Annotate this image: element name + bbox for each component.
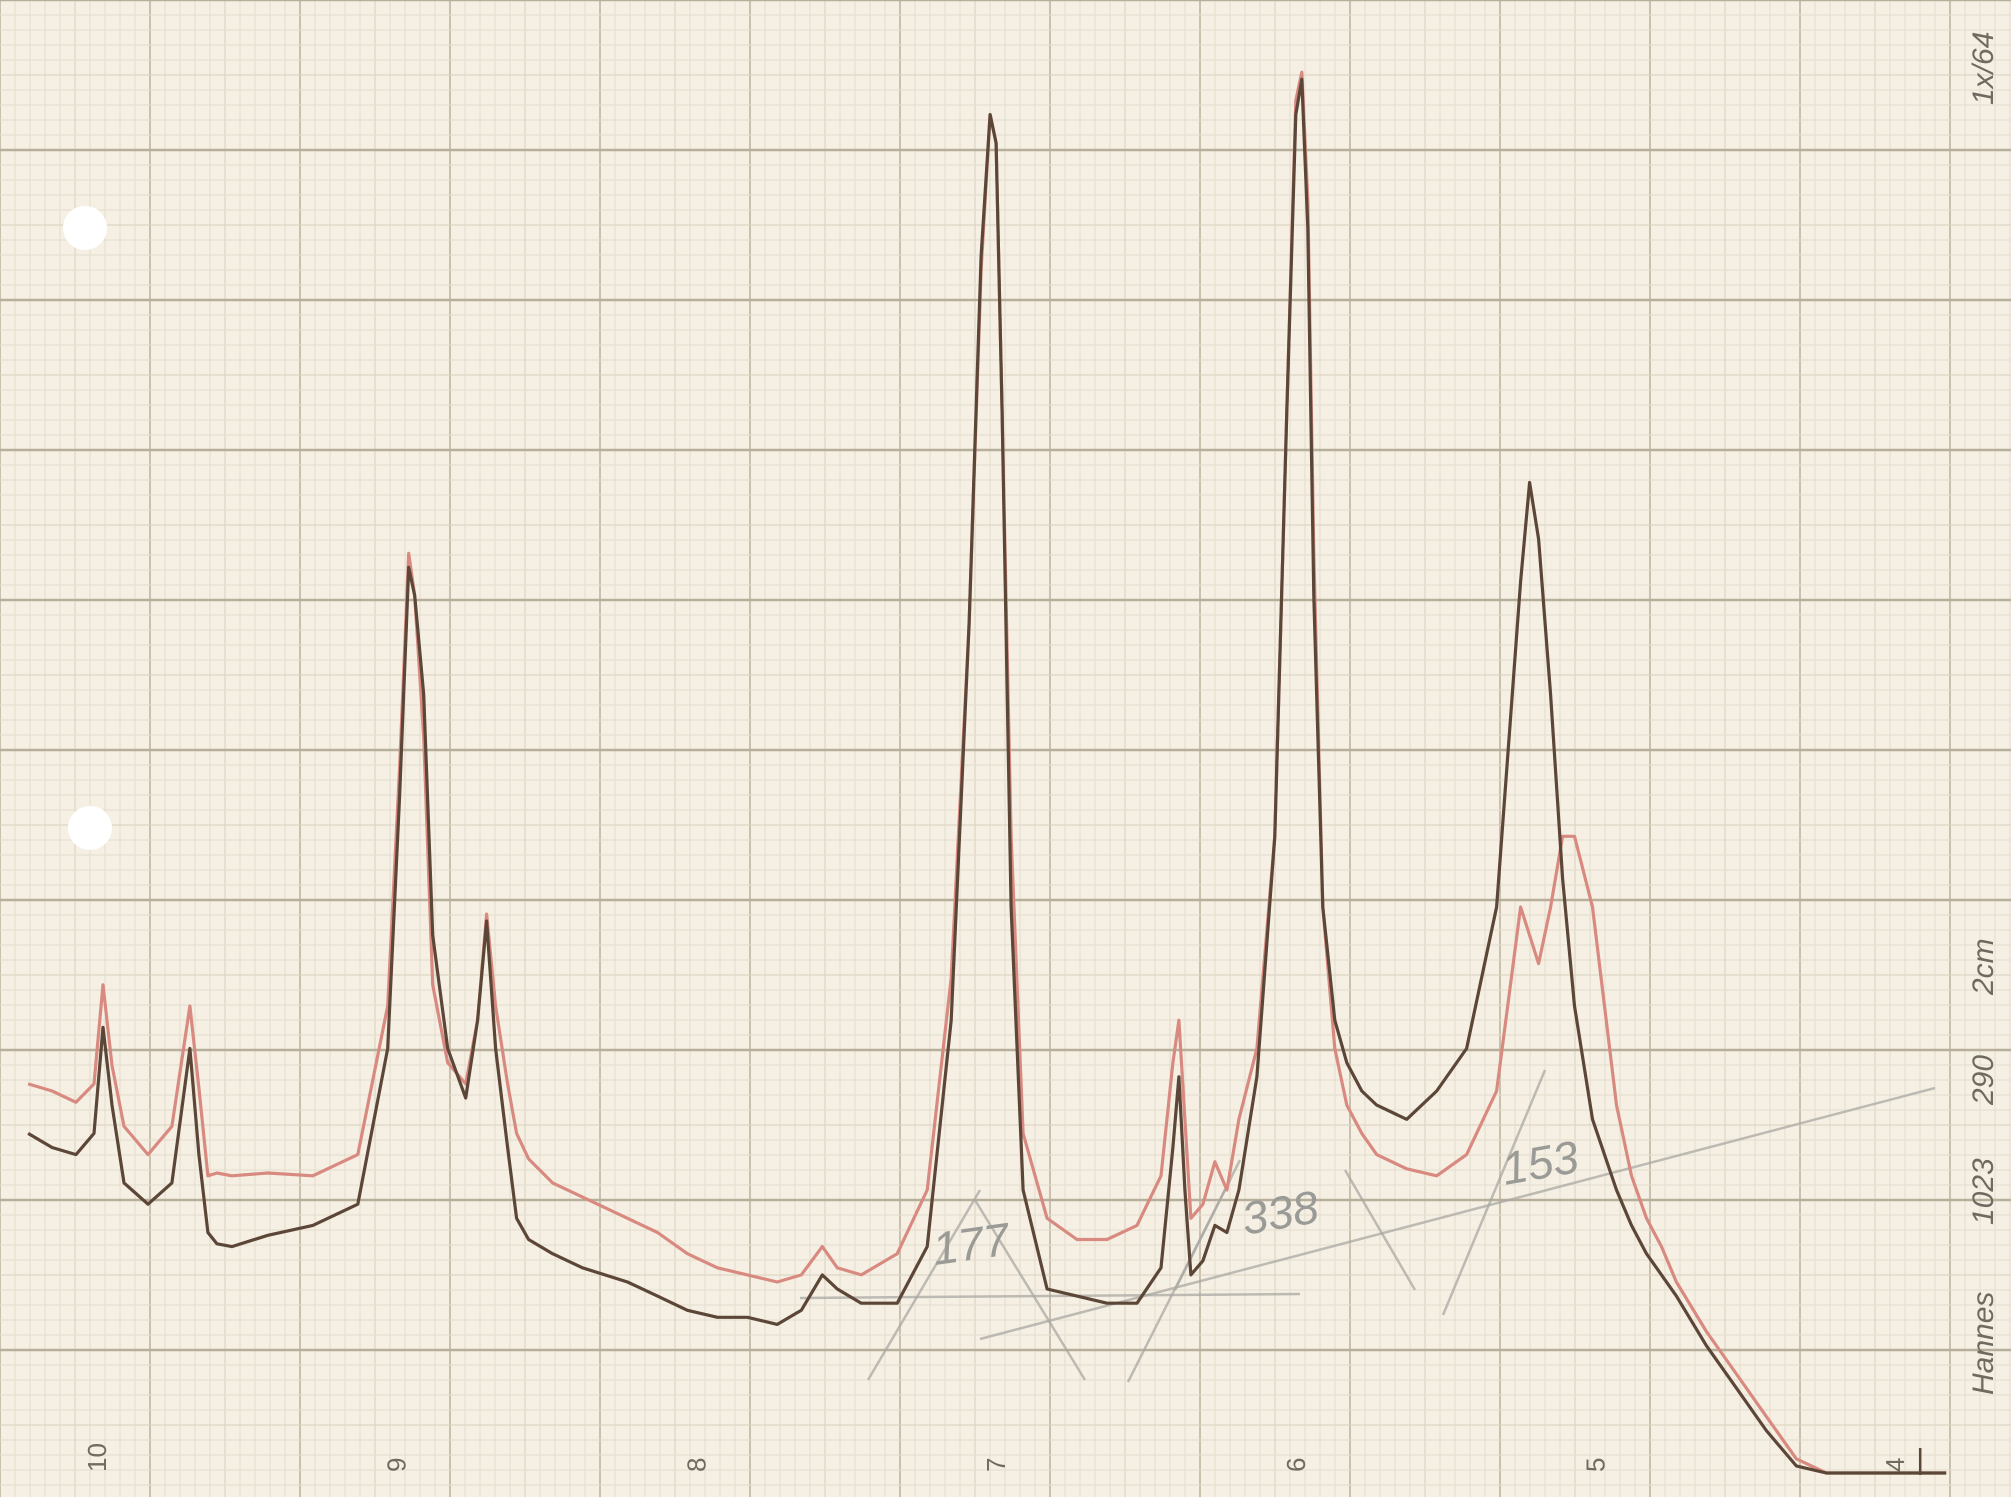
x-tick-label: 6 xyxy=(1281,1458,1311,1472)
pencil-line xyxy=(979,1086,1936,1341)
series-line-2 xyxy=(27,77,1947,1475)
margin-note: 290 xyxy=(1967,1055,2000,1106)
pencil-line xyxy=(799,1292,1301,1300)
x-tick-label: 4 xyxy=(1880,1458,1910,1472)
x-tick-label: 7 xyxy=(981,1458,1011,1472)
pencil-annotation: 338 xyxy=(1238,1180,1323,1245)
pencil-line xyxy=(973,1199,1087,1381)
chart-series xyxy=(27,70,1947,1475)
margin-note: 2cm xyxy=(1967,938,2000,996)
margin-note: 1x/64 xyxy=(1967,32,2000,105)
x-tick-labels: 10 9 8 7 6 5 4 xyxy=(82,1443,1910,1472)
binder-hole xyxy=(63,206,107,250)
x-tick-label: 8 xyxy=(681,1458,711,1472)
x-tick-label: 10 xyxy=(82,1443,112,1472)
x-tick-label: 5 xyxy=(1581,1458,1611,1472)
binder-hole xyxy=(68,806,112,850)
pencil-line xyxy=(1441,1069,1547,1316)
pencil-line xyxy=(1343,1169,1417,1291)
pencil-annotation: 177 xyxy=(929,1213,1014,1275)
pencil-line xyxy=(866,1189,982,1381)
margin-note: 1023 xyxy=(1967,1158,2000,1225)
margin-note: Hannes xyxy=(1967,1292,2000,1395)
series-line-1 xyxy=(27,70,1947,1475)
x-tick-label: 9 xyxy=(382,1458,412,1472)
pencil-line xyxy=(1173,1179,1232,1291)
